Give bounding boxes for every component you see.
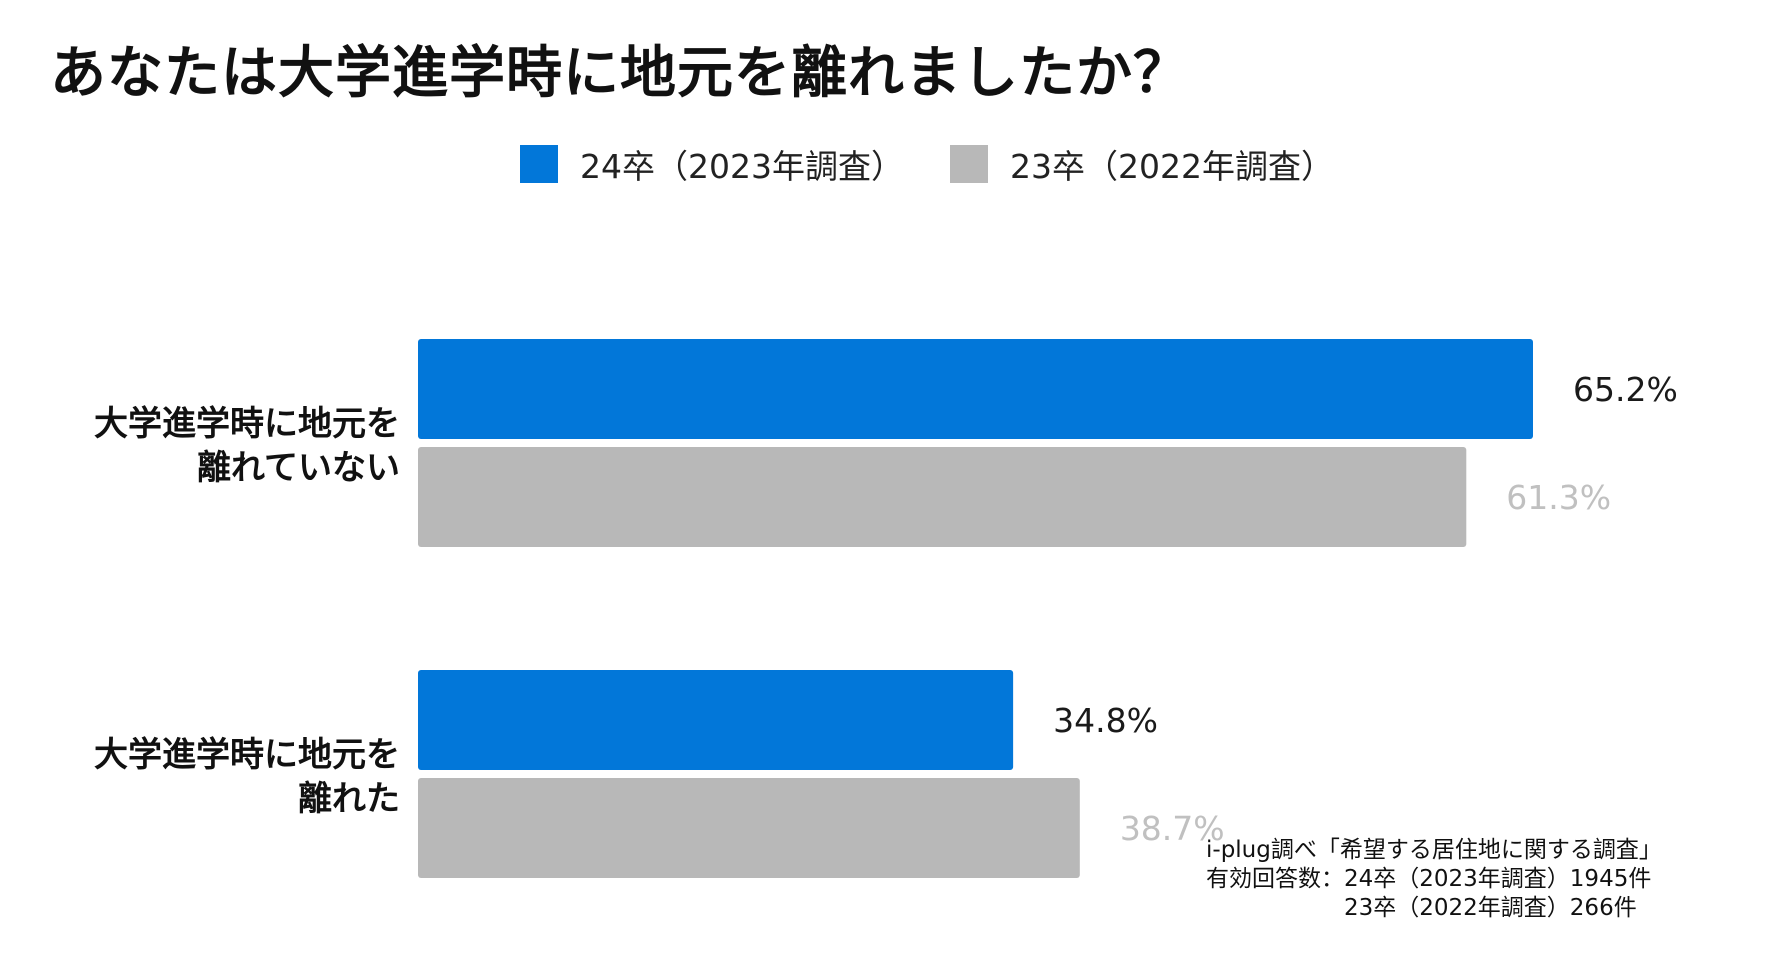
source-note-line: 有効回答数：24卒（2023年調査）1945件 <box>1206 866 1652 892</box>
category-label-line: 離れた <box>298 779 400 819</box>
legend: 24卒（2023年調査） 23卒（2022年調査） <box>520 140 1334 188</box>
legend-label-2024: 24卒（2023年調査） <box>580 147 904 186</box>
bar-2024-0 <box>418 339 1533 439</box>
bar-2023-0 <box>418 447 1467 547</box>
legend-item-2023: 23卒（2022年調査） <box>949 140 1334 188</box>
data-label-2023-1: 38.7% <box>1120 809 1225 848</box>
source-note-line: 23卒（2022年調査）266件 <box>1206 895 1637 921</box>
category-label-left: 大学進学時に地元を 離れた <box>94 733 400 821</box>
data-label-2023-0: 61.3% <box>1506 478 1611 517</box>
chart-title: あなたは大学進学時に地元を離れましたか？ <box>50 41 1190 106</box>
source-note: i-plug調べ「希望する居住地に関する調査」 有効回答数：24卒（2023年調… <box>1206 836 1662 923</box>
legend-label-2023: 23卒（2022年調査） <box>1009 147 1334 186</box>
category-label-line: 大学進学時に地元を <box>94 735 400 775</box>
legend-swatch-2024 <box>520 145 558 183</box>
data-label-2024-1: 34.8% <box>1053 701 1158 740</box>
data-label-2024-0: 65.2% <box>1573 370 1678 409</box>
source-note-line: i-plug調べ「希望する居住地に関する調査」 <box>1206 837 1662 863</box>
legend-swatch-2023 <box>949 145 988 183</box>
bar-2024-1 <box>418 670 1014 770</box>
category-label-line: 大学進学時に地元を <box>94 404 400 444</box>
legend-item-2024: 24卒（2023年調査） <box>520 140 904 188</box>
bar-2023-1 <box>418 778 1080 878</box>
category-label-not-left: 大学進学時に地元を 離れていない <box>94 402 400 490</box>
category-label-line: 離れていない <box>197 448 400 488</box>
